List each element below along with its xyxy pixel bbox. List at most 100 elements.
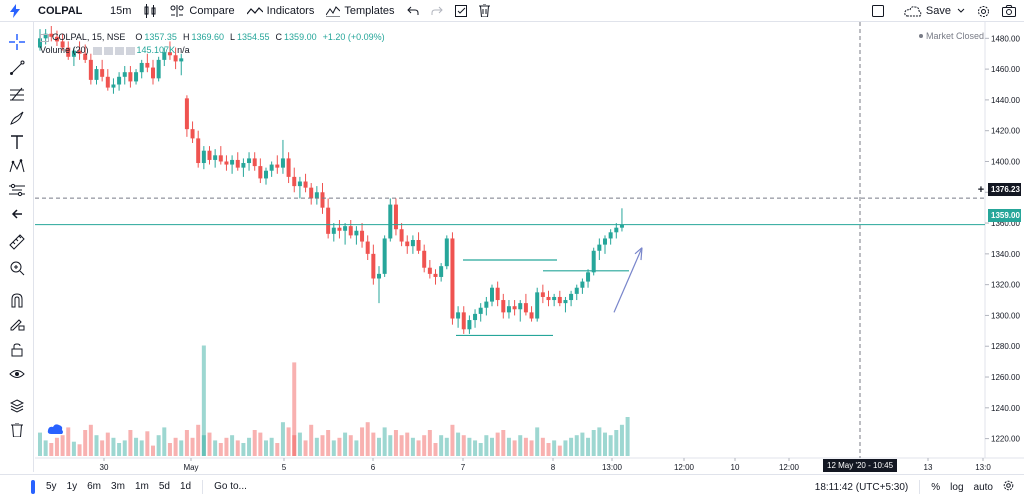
remove-drawings-button[interactable] xyxy=(6,420,28,440)
volume-bar xyxy=(309,424,314,456)
volume-bar xyxy=(292,362,297,456)
hide-toolbar-button[interactable] xyxy=(6,204,28,224)
candle xyxy=(303,181,308,188)
crosshair-tool-button[interactable] xyxy=(6,32,28,52)
range-6m-button[interactable]: 6m xyxy=(87,481,102,492)
lock-button[interactable] xyxy=(6,340,28,360)
goto-button[interactable]: Go to... xyxy=(214,481,247,492)
snapshot-checkbox-button[interactable] xyxy=(449,0,473,22)
timezone-clock[interactable]: 18:11:42 (UTC+5:30) xyxy=(814,481,909,493)
close-label: C xyxy=(275,32,283,42)
add-alert-plus-icon[interactable]: + xyxy=(977,183,985,196)
candle xyxy=(388,204,393,239)
templates-button[interactable]: Templates xyxy=(320,0,400,22)
volume-bar xyxy=(286,427,291,456)
projection-icon xyxy=(9,183,25,197)
compare-label: Compare xyxy=(189,4,235,17)
range-5d-button[interactable]: 5d xyxy=(158,481,170,492)
fullscreen-button[interactable] xyxy=(866,0,890,22)
candle xyxy=(100,69,105,77)
time-tick-label: 8 xyxy=(551,463,556,472)
delete-button[interactable] xyxy=(473,0,496,22)
volume-bar xyxy=(614,430,619,456)
volume-bar xyxy=(43,440,48,456)
symbol-search-button[interactable]: COLPAL xyxy=(38,4,83,17)
divider xyxy=(919,480,921,494)
volume-title[interactable]: Volume (20) xyxy=(40,45,89,55)
volume-bar xyxy=(303,440,308,456)
candle xyxy=(111,84,116,88)
candle xyxy=(456,312,461,319)
trend-arrow-line[interactable] xyxy=(613,247,643,313)
pattern-tool-button[interactable] xyxy=(6,156,28,176)
range-1y-button[interactable]: 1y xyxy=(66,481,78,492)
candles-icon xyxy=(144,3,156,18)
volume-bar xyxy=(506,437,511,456)
text-icon xyxy=(11,135,23,149)
trend-line-icon xyxy=(10,60,25,75)
candle xyxy=(422,250,427,268)
volume-bar xyxy=(444,437,449,456)
lock-drawings-button[interactable] xyxy=(6,314,28,334)
range-1m-button[interactable]: 1m xyxy=(134,481,149,492)
unlock-icon xyxy=(11,343,23,357)
range-5y-button[interactable]: 5y xyxy=(46,481,57,492)
chart-style-button[interactable] xyxy=(137,0,163,22)
redo-button[interactable] xyxy=(425,0,449,22)
ruler-tool-button[interactable] xyxy=(6,232,28,252)
candle xyxy=(309,187,314,199)
zoom-tool-button[interactable] xyxy=(6,258,28,278)
candle xyxy=(83,53,88,60)
settings-button[interactable] xyxy=(971,0,996,22)
text-tool-button[interactable] xyxy=(6,132,28,152)
candle xyxy=(269,164,274,171)
screenshot-button[interactable] xyxy=(996,0,1024,22)
trend-line-tool-button[interactable] xyxy=(6,58,28,78)
range-1d-button[interactable]: 1d xyxy=(179,481,192,492)
price-tick-label: 1240.00 xyxy=(991,404,1020,413)
volume-bar xyxy=(105,432,110,456)
volume-bar xyxy=(156,435,161,456)
undo-button[interactable] xyxy=(401,0,425,22)
gear-icon xyxy=(978,5,989,17)
candle xyxy=(473,313,478,321)
volume-bar xyxy=(252,430,257,456)
candle xyxy=(603,238,607,245)
series-title[interactable]: COLPAL, 15, NSE xyxy=(52,32,126,42)
interval-button[interactable]: 15m xyxy=(110,4,132,17)
top-toolbar: COLPAL 15m Compare Indicators Templates … xyxy=(0,0,1024,22)
fib-tool-button[interactable] xyxy=(6,84,28,104)
percent-scale-button[interactable]: % xyxy=(931,481,941,493)
brush-tool-button[interactable] xyxy=(6,108,28,128)
price-chart[interactable]: 1480.001460.001440.001420.001400.001380.… xyxy=(35,22,1024,472)
save-button[interactable]: Save xyxy=(890,0,971,22)
measure-tool-button[interactable] xyxy=(6,180,28,200)
magnet-button[interactable] xyxy=(6,290,28,310)
remove-toggle-icon[interactable] xyxy=(114,46,124,55)
price-tick-label: 1420.00 xyxy=(991,127,1020,136)
lightning-icon[interactable] xyxy=(0,0,34,22)
candle xyxy=(331,227,336,234)
candle xyxy=(88,59,93,80)
volume-bar xyxy=(179,440,184,456)
indicators-button[interactable]: Indicators xyxy=(241,0,321,22)
chart-settings-button[interactable] xyxy=(998,480,1024,494)
chart-legend: COLPAL, 15, NSE O 1357.35 H 1369.60 L 1354.… xyxy=(40,31,385,57)
collapse-icon[interactable] xyxy=(40,33,49,42)
more-toggle-icon[interactable] xyxy=(125,46,135,55)
log-scale-button[interactable]: log xyxy=(950,481,964,493)
visibility-toggle-icon[interactable] xyxy=(92,46,102,55)
volume-bar xyxy=(292,435,297,456)
compare-button[interactable]: Compare xyxy=(163,0,240,22)
candle xyxy=(134,72,139,82)
cloud-icon[interactable] xyxy=(47,424,63,434)
candle xyxy=(552,296,557,301)
settings-toggle-icon[interactable] xyxy=(103,46,113,55)
chart-area[interactable]: 1480.001460.001440.001420.001400.001380.… xyxy=(35,22,1024,472)
object-tree-button[interactable] xyxy=(6,396,28,416)
visibility-button[interactable] xyxy=(6,364,28,384)
auto-scale-button[interactable]: auto xyxy=(973,481,993,493)
candle xyxy=(167,52,172,56)
volume-bar xyxy=(314,437,319,456)
range-3m-button[interactable]: 3m xyxy=(111,481,125,492)
